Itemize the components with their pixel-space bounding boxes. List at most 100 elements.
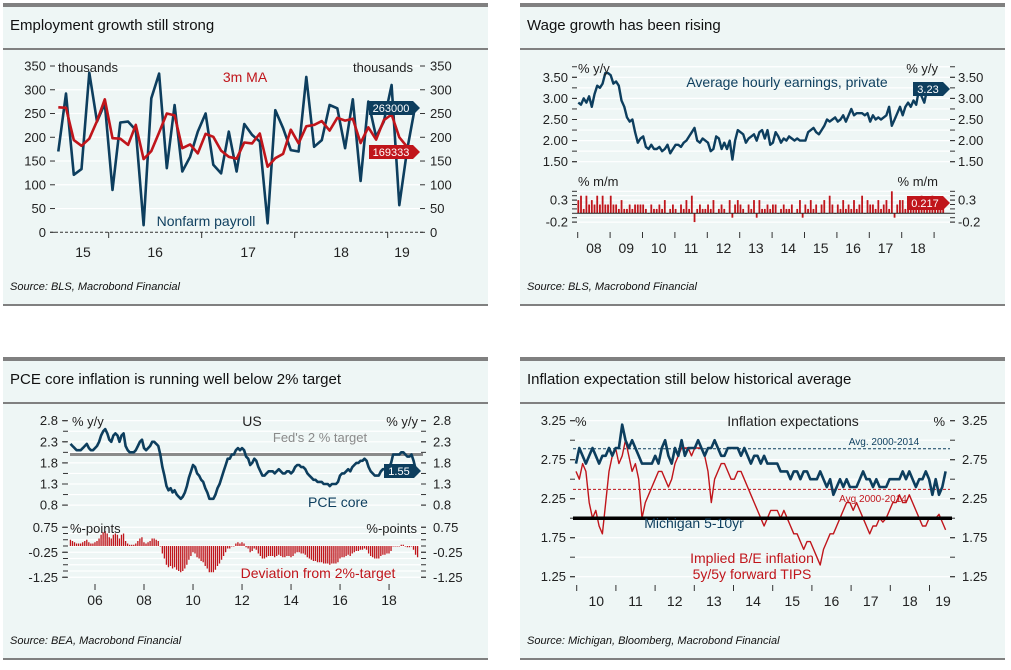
bar-deviation <box>378 546 380 559</box>
y-axis-label-left: 350 <box>24 59 46 74</box>
bar-deviation <box>188 546 190 560</box>
bar-deviation <box>229 546 231 549</box>
y-axis-label-left: 1.75 <box>541 530 566 545</box>
y-unit-right-top: % y/y <box>906 61 938 76</box>
bar-deviation <box>157 541 159 546</box>
series-label-michigan: Michigan 5-10yr <box>644 515 744 531</box>
x-tick-label: 12 <box>667 593 683 609</box>
bar-mm <box>836 204 839 214</box>
bar-deviation <box>243 543 245 546</box>
bar-mm <box>880 208 882 214</box>
y-axis-top-label-right: 2.00 <box>958 133 983 148</box>
bar-deviation <box>249 546 251 553</box>
bar-deviation <box>298 546 300 553</box>
y-axis-top-label-left: 2.3 <box>40 434 58 449</box>
avg-label-michigan: Avg. 2000-2014 <box>849 437 920 448</box>
bar-deviation <box>296 546 298 553</box>
bar-deviation <box>175 546 178 570</box>
y-axis-bottom-label-right: 0.3 <box>958 193 976 208</box>
series-label-ahe: Average hourly earnings, private <box>686 74 888 90</box>
value-tag-box <box>369 145 413 159</box>
y-axis-label-right: 100 <box>430 177 452 192</box>
bar-deviation <box>80 543 82 546</box>
series-ahe-line <box>577 71 944 161</box>
bar-deviation <box>171 546 174 569</box>
y-unit-left: thousands <box>58 60 118 75</box>
value-tag-label: 169333 <box>373 147 410 159</box>
bar-mm <box>815 204 818 214</box>
bar-mm <box>658 204 661 214</box>
bar-mm <box>807 208 809 214</box>
bar-deviation <box>216 546 219 566</box>
bar-deviation <box>357 546 360 551</box>
y-axis-label-right: 150 <box>430 154 452 169</box>
bar-mm <box>753 200 755 214</box>
bar-deviation <box>71 541 74 546</box>
y-unit-left-top: % y/y <box>578 61 610 76</box>
bar-deviation <box>77 543 80 546</box>
bar-deviation <box>382 546 384 555</box>
y-unit-left-bottom: % m/m <box>578 174 618 189</box>
bar-deviation <box>222 546 225 556</box>
value-tag-arrow <box>414 464 421 478</box>
bar-deviation <box>208 546 210 573</box>
bar-mm <box>636 204 639 214</box>
value-tag-label: 1.55 <box>388 466 409 478</box>
bar-mm <box>899 200 901 214</box>
bar-mm <box>896 204 899 214</box>
bar-deviation <box>369 546 372 556</box>
x-tick-label: 11 <box>684 240 699 256</box>
bar-mm <box>585 195 588 214</box>
bar-mm <box>674 208 677 214</box>
x-tick-label: 18 <box>902 593 918 609</box>
fed-target-label: Fed's 2 % target <box>273 430 368 445</box>
bar-deviation <box>353 546 355 553</box>
bar-deviation <box>112 534 114 546</box>
y-axis-top-label-right: 2.8 <box>433 413 451 428</box>
bar-deviation <box>345 546 347 556</box>
bar-deviation <box>257 546 259 554</box>
value-tag-arrow <box>413 101 420 115</box>
y-unit-left: % <box>575 414 587 429</box>
bar-deviation <box>259 546 262 556</box>
bar-mm <box>604 204 607 214</box>
y-unit-right-bottom: %-points <box>366 521 417 536</box>
y-axis-label-right: 300 <box>430 82 452 97</box>
bar-deviation <box>173 546 176 568</box>
bar-deviation <box>278 546 280 555</box>
bar-deviation <box>104 531 106 546</box>
series-michigan-line <box>574 423 947 497</box>
bar-deviation <box>139 538 141 546</box>
y-axis-top-label-left: 2.50 <box>543 112 568 127</box>
bar-mm <box>612 204 615 214</box>
bar-deviation <box>347 546 349 555</box>
avg-label-breakeven: Avg 2000-2014 <box>839 494 907 505</box>
bar-deviation <box>200 546 202 561</box>
bar-deviation <box>410 546 413 547</box>
y-axis-top-label-left: 1.8 <box>40 455 58 470</box>
y-axis-bottom-label-right: -0.2 <box>958 215 980 230</box>
y-axis-top-label-left: 1.3 <box>40 477 58 492</box>
y-axis-label-left: 300 <box>24 82 46 97</box>
y-axis-bottom-label-left: 0.3 <box>550 193 568 208</box>
y-unit-left-top: % y/y <box>72 414 104 429</box>
bar-mm <box>850 208 853 214</box>
bar-mm <box>620 200 623 214</box>
bar-mm <box>763 208 766 214</box>
bar-mm <box>601 195 604 214</box>
bar-deviation <box>263 546 266 559</box>
bar-deviation <box>137 541 139 546</box>
series-label-3m-ma: 3m MA <box>223 69 268 85</box>
bar-deviation <box>133 544 135 546</box>
x-tick-label: 19 <box>394 244 410 260</box>
bar-mm <box>755 213 758 218</box>
bar-deviation <box>394 546 396 547</box>
bar-mm <box>766 204 769 214</box>
bar-deviation <box>245 546 247 548</box>
bar-mm <box>866 200 869 214</box>
bar-deviation <box>161 546 163 554</box>
y-axis-label-left: 100 <box>24 177 46 192</box>
y-axis-label-left: 0 <box>39 225 46 240</box>
bar-deviation <box>267 546 270 556</box>
bar-deviation <box>398 546 400 547</box>
